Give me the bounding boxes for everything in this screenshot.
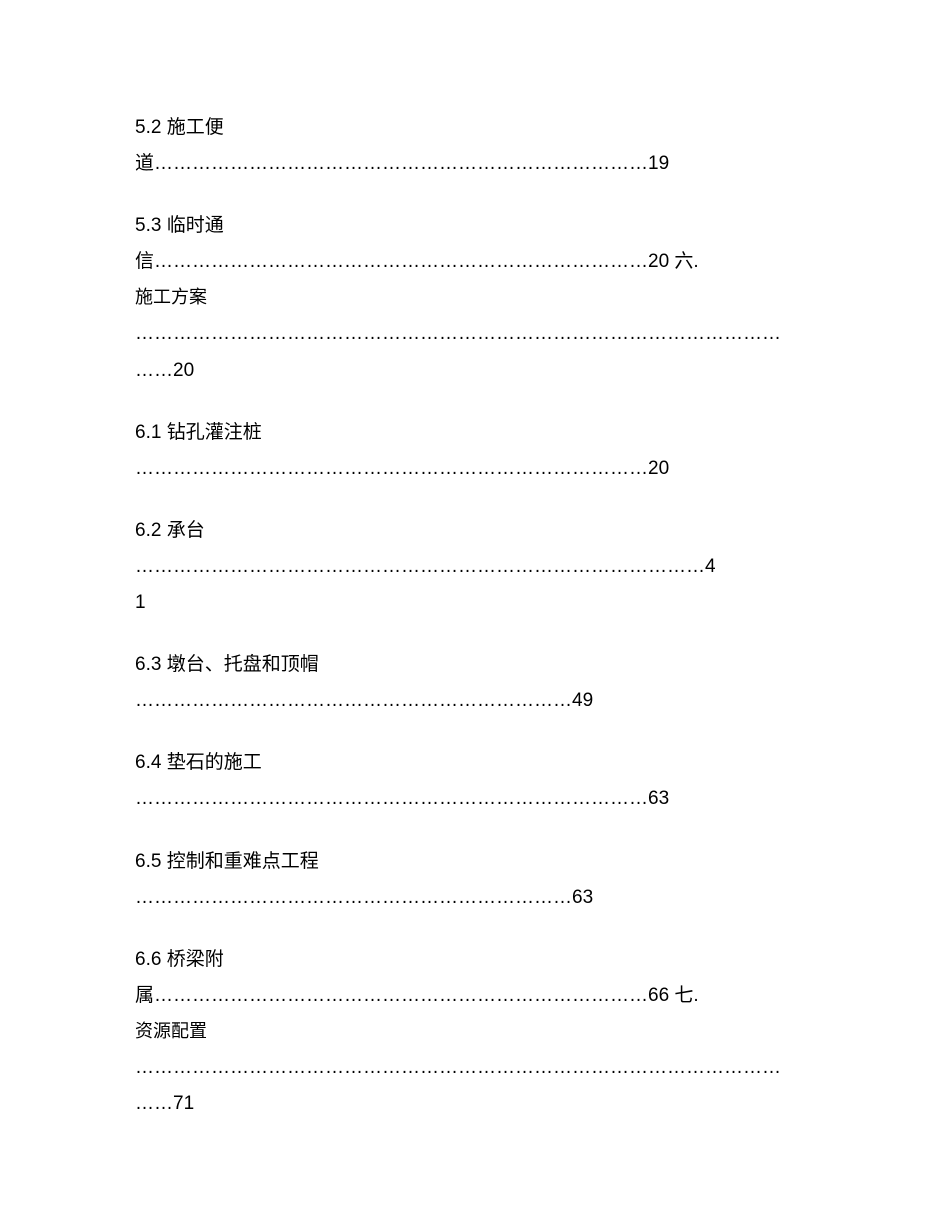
toc-entry: 5.2 施工便 道……………………………………………………………………19 [135, 110, 815, 182]
entry-title: 6.3 墩台、托盘和顶帽 [135, 654, 319, 675]
sub-dots: ………………………………………………………………………………………… [135, 323, 781, 344]
entry-dots: …………………………………………………………… [135, 690, 572, 711]
toc-entry: 6.3 墩台、托盘和顶帽 ……………………………………………………………49 [135, 647, 815, 719]
entry-dots: ……………………………………………………………………………… [135, 556, 705, 577]
entry-page: 63 [648, 788, 669, 809]
toc-entry: 6.2 承台 ………………………………………………………………………………4 1 [135, 513, 815, 621]
toc-entry: 6.1 钻孔灌注桩 ………………………………………………………………………20 [135, 415, 815, 487]
sub-heading: 施工方案 [135, 287, 207, 307]
entry-page-cont: 1 [135, 592, 146, 613]
toc-entry: 5.3 临时通 信……………………………………………………………………20 六.… [135, 208, 815, 388]
sub-heading: 资源配置 [135, 1021, 207, 1041]
entry-title: 6.2 承台 [135, 520, 205, 541]
entry-page: 19 [648, 153, 669, 174]
entry-title-cont: 属 [135, 985, 154, 1006]
sub-dots-cont: …… [135, 360, 173, 381]
entry-title-cont: 道 [135, 153, 154, 174]
entry-dots: …………………………………………………………………… [154, 985, 648, 1006]
sub-page: 71 [173, 1093, 194, 1114]
entry-page: 4 [705, 556, 716, 577]
toc-entry: 6.4 垫石的施工 ………………………………………………………………………63 [135, 745, 815, 817]
toc-container: 5.2 施工便 道……………………………………………………………………19 5.… [135, 110, 815, 1122]
entry-dots: ……………………………………………………………………… [135, 788, 648, 809]
inline-section-heading: 七. [669, 985, 699, 1006]
entry-dots: …………………………………………………………… [135, 887, 572, 908]
entry-page: 63 [572, 887, 593, 908]
sub-dots-cont: …… [135, 1093, 173, 1114]
entry-title: 6.6 桥梁附 [135, 949, 224, 970]
entry-title: 5.2 施工便 [135, 117, 224, 138]
entry-page: 49 [572, 690, 593, 711]
sub-page: 20 [173, 360, 194, 381]
entry-title: 5.3 临时通 [135, 215, 224, 236]
entry-page: 66 [648, 985, 669, 1006]
inline-section-heading: 六. [669, 251, 699, 272]
entry-title: 6.1 钻孔灌注桩 [135, 422, 262, 443]
entry-dots: …………………………………………………………………… [154, 251, 648, 272]
entry-dots: …………………………………………………………………… [154, 153, 648, 174]
entry-dots: ……………………………………………………………………… [135, 458, 648, 479]
toc-entry: 6.5 控制和重难点工程 ……………………………………………………………63 [135, 844, 815, 916]
toc-entry: 6.6 桥梁附 属……………………………………………………………………66 七.… [135, 942, 815, 1122]
entry-title: 6.4 垫石的施工 [135, 752, 262, 773]
entry-title-cont: 信 [135, 251, 154, 272]
sub-dots: ………………………………………………………………………………………… [135, 1057, 781, 1078]
entry-page: 20 [648, 251, 669, 272]
entry-page: 20 [648, 458, 669, 479]
entry-title: 6.5 控制和重难点工程 [135, 851, 319, 872]
